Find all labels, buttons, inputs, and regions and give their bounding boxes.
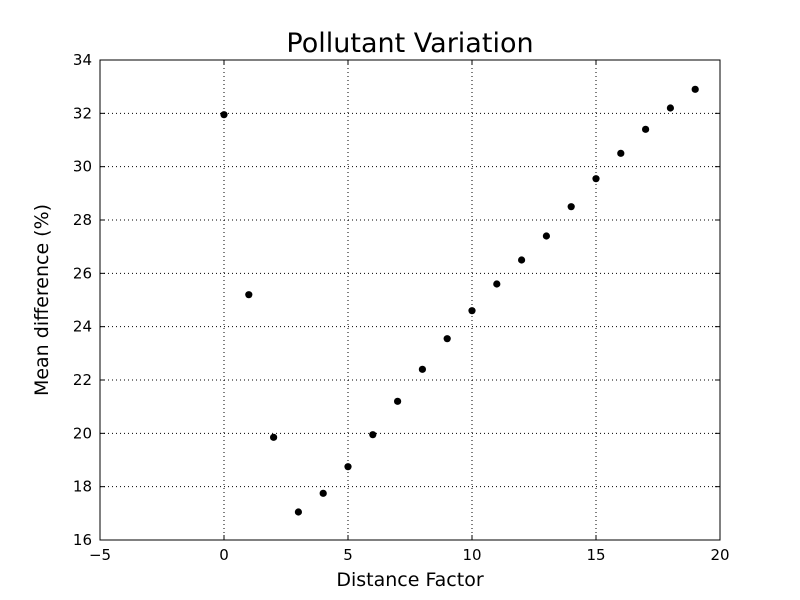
data-point [319, 489, 327, 497]
y-tick-label: 16 [73, 531, 92, 549]
x-tick-label: 20 [710, 546, 729, 564]
x-tick-label: 15 [586, 546, 605, 564]
x-tick-label: 0 [219, 546, 229, 564]
data-point [666, 104, 675, 112]
data-points [220, 85, 699, 516]
y-tick-label: 30 [73, 158, 92, 176]
data-point [691, 85, 699, 93]
plot-frame [99, 59, 721, 541]
data-point [245, 291, 253, 299]
y-tick-label: 34 [73, 51, 92, 69]
x-tick-labels: −5 0 5 10 15 20 [89, 546, 730, 564]
data-point [518, 256, 526, 264]
y-tick-label: 26 [73, 264, 92, 282]
data-point [592, 175, 600, 183]
data-point [220, 111, 228, 119]
x-tick-label: 10 [462, 546, 481, 564]
x-tick-label: −5 [89, 546, 111, 564]
y-tick-label: 22 [73, 371, 92, 389]
y-tick-label: 20 [73, 424, 92, 442]
data-point [642, 125, 650, 133]
y-tick-labels: 16 18 20 22 24 26 28 30 32 34 [73, 51, 92, 549]
data-point [418, 365, 426, 373]
data-point [617, 149, 625, 157]
y-tick-label: 32 [73, 104, 92, 122]
axis-ticks [99, 59, 721, 541]
data-point [394, 397, 402, 405]
y-tick-label: 28 [73, 211, 92, 229]
y-tick-label: 18 [73, 478, 92, 496]
chart-title: Pollutant Variation [286, 28, 533, 59]
x-axis-label: Distance Factor [336, 569, 483, 591]
data-point [270, 433, 278, 441]
y-tick-label: 24 [73, 318, 92, 336]
data-point [344, 463, 352, 471]
x-tick-label: 5 [343, 546, 353, 564]
data-point [369, 431, 377, 439]
data-point [567, 203, 575, 211]
y-axis-label: Mean difference (%) [31, 204, 53, 396]
data-point [443, 335, 451, 343]
data-point [493, 280, 501, 288]
grid-lines [100, 60, 720, 540]
data-point [468, 307, 476, 315]
data-point [294, 508, 302, 516]
data-point [542, 232, 551, 240]
